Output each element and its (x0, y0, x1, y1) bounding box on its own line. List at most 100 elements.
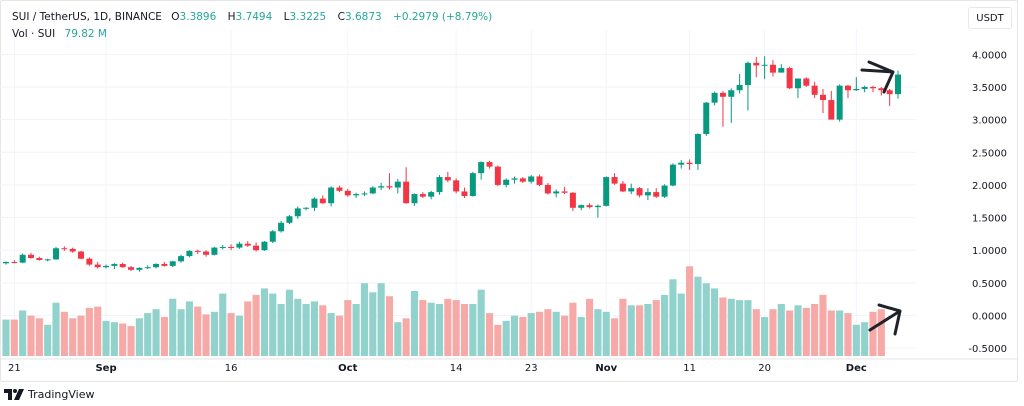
volume-bar (235, 315, 243, 356)
candle-body (569, 192, 576, 208)
volume-bar (227, 313, 235, 356)
candle (303, 207, 310, 211)
candle-body (628, 188, 635, 192)
candle (653, 188, 660, 198)
volume-bar (444, 298, 452, 356)
volume-bar (452, 300, 460, 356)
candle-body (94, 264, 101, 268)
high-value: 3.7494 (235, 11, 273, 23)
time-axis[interactable]: 21 Sep 16 Oct 14 23 Nov 11 20 Dec (8, 363, 867, 374)
candle-body (186, 250, 193, 257)
volume-bar (560, 315, 569, 356)
volume-bar (469, 304, 477, 356)
candle (861, 85, 868, 93)
candle-body (336, 187, 343, 191)
candle (853, 77, 860, 91)
candle-body (69, 248, 76, 252)
candle (761, 56, 768, 80)
candle (378, 182, 385, 191)
price-tick-label: 3.5000 (972, 83, 1007, 94)
symbol-title[interactable]: SUI / TetherUS, 1D, BINANCE (12, 11, 162, 23)
candle (544, 182, 551, 195)
candle (786, 66, 793, 89)
candle (219, 244, 226, 250)
volume-bar (677, 293, 685, 356)
volume-bar (594, 309, 602, 356)
candle (344, 188, 351, 197)
candle-body (36, 258, 43, 261)
candle (503, 178, 510, 188)
volume-bar (344, 300, 352, 356)
candle-body (594, 205, 601, 208)
candle (736, 73, 743, 94)
price-chart[interactable]: 4.0000 3.5000 3.0000 2.5000 2.0000 1.5000 1.00… (0, 0, 1018, 382)
candle (61, 246, 68, 251)
candle (611, 173, 618, 185)
volume-label[interactable]: Vol · SUI (12, 28, 56, 40)
arrow-annotation-volume (868, 303, 902, 336)
candle (28, 252, 35, 259)
candle (328, 186, 335, 207)
volume-bar (535, 311, 544, 356)
volume-bar (244, 301, 252, 356)
candle-body (694, 133, 701, 165)
price-axis[interactable]: 4.0000 3.5000 3.0000 2.5000 2.0000 1.5000 1.00… (0, 50, 1018, 360)
candle (769, 60, 776, 77)
volume-bar (210, 311, 218, 356)
volume-bar (694, 276, 702, 356)
candle (803, 77, 810, 87)
volume-bar (252, 294, 260, 356)
time-tick-label: Nov (595, 363, 617, 374)
tradingview-logo-icon (4, 388, 24, 400)
currency-button[interactable]: USDT (968, 7, 1012, 29)
candle (11, 260, 18, 264)
price-tick-label: 2.5000 (972, 148, 1007, 159)
volume-bar (177, 309, 185, 356)
candle (361, 191, 368, 197)
open-label: O (171, 11, 180, 23)
volume-bar (335, 315, 344, 356)
candle (478, 161, 485, 180)
candle-body (861, 86, 868, 89)
candle-body (586, 205, 593, 208)
candle (486, 160, 493, 169)
volume-bar (302, 304, 310, 356)
volume-bar (585, 298, 594, 356)
candle (311, 197, 318, 212)
candle (619, 181, 626, 193)
volume-bar (377, 283, 385, 356)
volume-bar (385, 296, 394, 356)
brand-name: TradingView (28, 387, 95, 401)
price-tick-label: 2.0000 (972, 181, 1007, 192)
volume-bar (811, 304, 819, 356)
candle (186, 250, 193, 258)
candle (319, 195, 326, 204)
candle (253, 242, 260, 252)
volume-bar (544, 309, 552, 356)
price-tick-label: 0.0000 (972, 312, 1007, 323)
candle-body (778, 68, 785, 73)
candle-body (503, 179, 510, 185)
candle-body (478, 162, 485, 174)
volume-bar (394, 322, 402, 356)
time-tick-label: 23 (525, 363, 538, 374)
candle-body (803, 78, 810, 86)
volume-bar (869, 311, 877, 356)
candle (394, 179, 401, 194)
volume-bar (152, 309, 160, 356)
candle-body (661, 185, 668, 197)
volume-bar (110, 322, 118, 356)
volume-bar (294, 298, 302, 356)
candle (444, 171, 451, 183)
volume-bar (686, 266, 694, 356)
candle (161, 261, 168, 267)
candle (128, 265, 135, 272)
candle (744, 61, 751, 111)
candle (536, 174, 543, 187)
candle (519, 177, 526, 183)
volume-bar (135, 318, 143, 356)
candle-body (244, 243, 251, 246)
candle-body (403, 181, 410, 204)
high-label: H (227, 11, 236, 23)
tradingview-brand[interactable]: TradingView (4, 386, 94, 402)
